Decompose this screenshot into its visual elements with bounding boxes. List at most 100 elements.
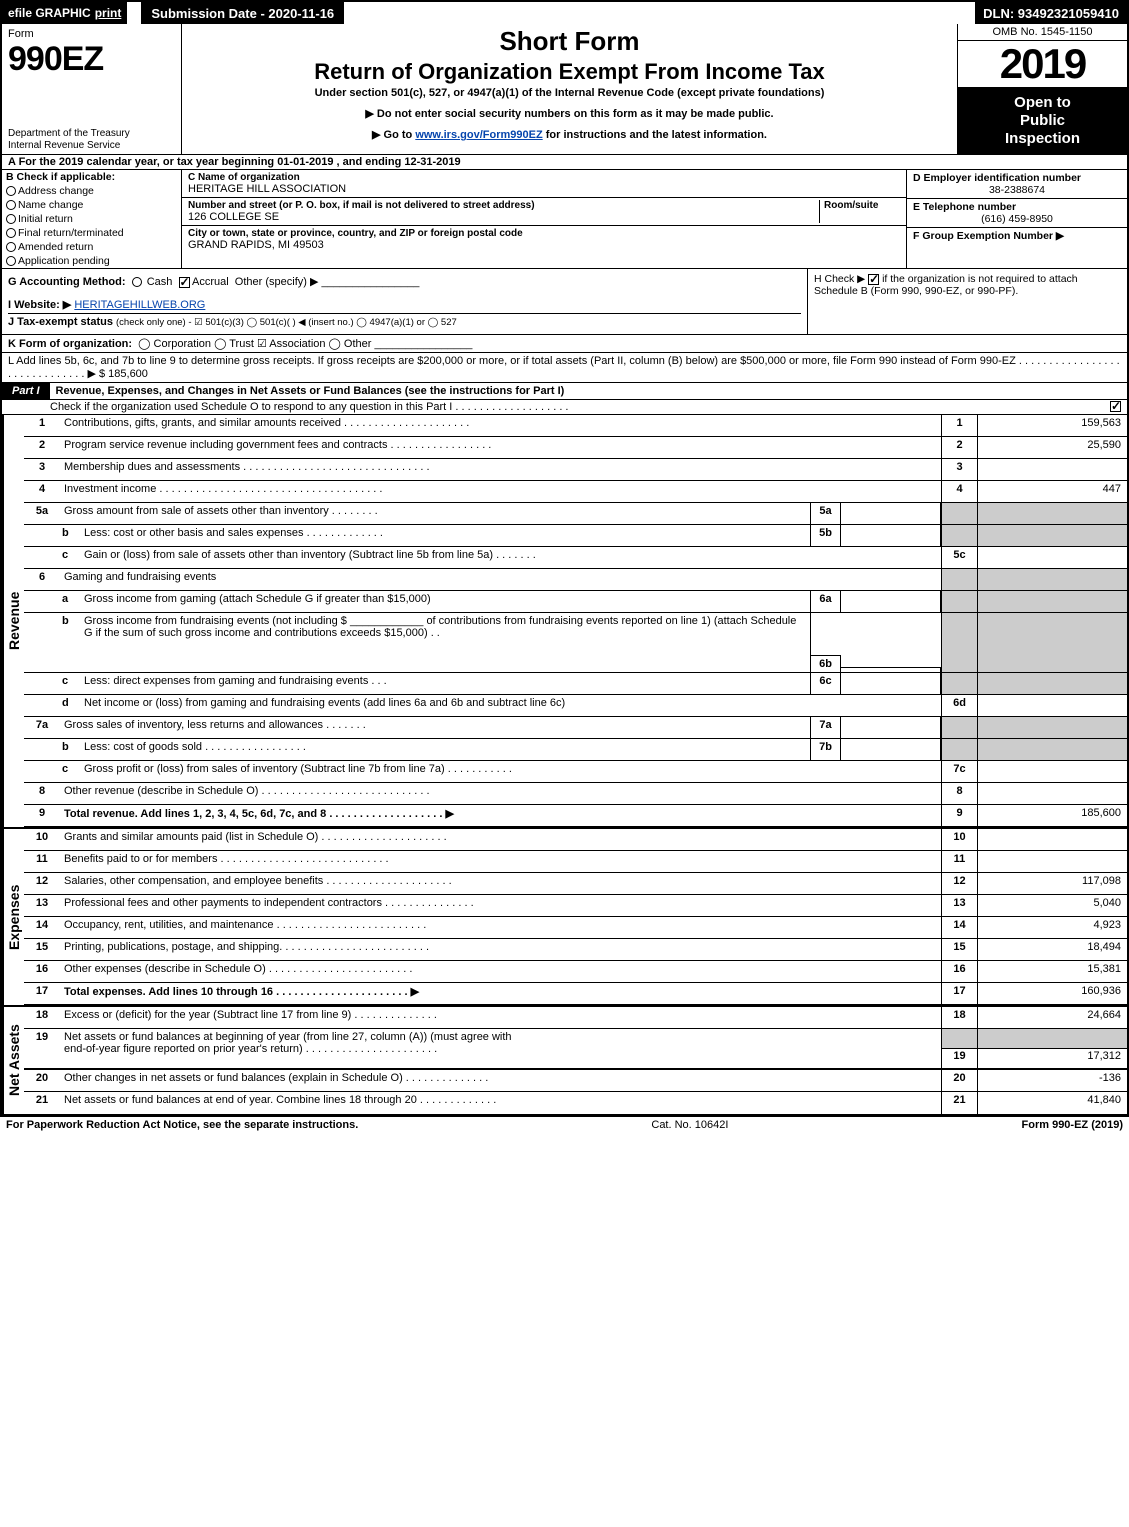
h-checkbox[interactable] [868, 274, 879, 285]
print-link[interactable]: print [95, 6, 122, 20]
line-8: 8 Other revenue (describe in Schedule O)… [24, 783, 1127, 805]
line-16: 16 Other expenses (describe in Schedule … [24, 961, 1127, 983]
g-accrual-check[interactable] [179, 277, 190, 288]
netassets-section: Net Assets 18 Excess or (deficit) for th… [2, 1005, 1127, 1114]
k-opts: ◯ Corporation ◯ Trust ☑ Association ◯ Ot… [138, 338, 371, 350]
row-a: A For the 2019 calendar year, or tax yea… [2, 155, 1127, 170]
line-14: 14 Occupancy, rent, utilities, and maint… [24, 917, 1127, 939]
top-spacer [344, 2, 975, 24]
g-accounting: G Accounting Method: Cash Accrual Other … [8, 275, 801, 288]
line-12: 12 Salaries, other compensation, and emp… [24, 873, 1127, 895]
org-street: 126 COLLEGE SE [188, 211, 815, 223]
header-left: Form 990EZ Department of the Treasury In… [2, 24, 182, 154]
d-ein: D Employer identification number 38-2388… [907, 170, 1127, 199]
form-number: 990EZ [8, 40, 175, 79]
tax-year: 2019 [958, 41, 1127, 88]
return-title: Return of Organization Exempt From Incom… [192, 59, 947, 85]
netassets-side-label: Net Assets [2, 1007, 24, 1114]
c-city-label: City or town, state or province, country… [188, 228, 900, 239]
b-opt-amended[interactable]: Amended return [2, 240, 181, 254]
open-to-public: Open to Public Inspection [958, 88, 1127, 154]
col-b: B Check if applicable: Address change Na… [2, 170, 182, 268]
expenses-side-label: Expenses [2, 829, 24, 1005]
submission-date: Submission Date - 2020-11-16 [141, 2, 344, 24]
row-gh: G Accounting Method: Cash Accrual Other … [2, 269, 1127, 335]
g-cash-radio[interactable] [132, 277, 142, 287]
line-6d: d Net income or (loss) from gaming and f… [24, 695, 1127, 717]
subtitle3: ▶ Go to www.irs.gov/Form990EZ for instru… [192, 128, 947, 141]
g-label: G Accounting Method: [8, 276, 126, 288]
b-opt-initial[interactable]: Initial return [2, 212, 181, 226]
line-1: 1 Contributions, gifts, grants, and simi… [24, 415, 1127, 437]
i-website: I Website: ▶ HERITAGEHILLWEB.ORG [8, 298, 801, 311]
org-city: GRAND RAPIDS, MI 49503 [188, 239, 900, 251]
subtitle: Under section 501(c), 527, or 4947(a)(1)… [192, 87, 947, 99]
b-opt-pending[interactable]: Application pending [2, 254, 181, 268]
d-group: F Group Exemption Number ▶ [907, 228, 1127, 256]
line-20: 20 Other changes in net assets or fund b… [24, 1070, 1127, 1092]
h-pre: H Check ▶ [814, 273, 868, 285]
line-6c: c Less: direct expenses from gaming and … [24, 673, 1127, 695]
b-title: B Check if applicable: [2, 170, 181, 184]
i-label: I Website: ▶ [8, 299, 71, 311]
footer-right: Form 990-EZ (2019) [1022, 1119, 1123, 1131]
dln-label: DLN: 93492321059410 [975, 2, 1127, 24]
c-street-label: Number and street (or P. O. box, if mail… [188, 200, 815, 211]
website-link[interactable]: HERITAGEHILLWEB.ORG [74, 299, 205, 311]
col-d: D Employer identification number 38-2388… [907, 170, 1127, 268]
d-ein-label: D Employer identification number [913, 172, 1121, 184]
subtitle2: ▶ Do not enter social security numbers o… [192, 107, 947, 120]
open3: Inspection [958, 130, 1127, 148]
line-13: 13 Professional fees and other payments … [24, 895, 1127, 917]
b-opt-final[interactable]: Final return/terminated [2, 226, 181, 240]
open1: Open to [958, 94, 1127, 112]
c-city: City or town, state or province, country… [182, 226, 906, 254]
col-c: C Name of organization HERITAGE HILL ASS… [182, 170, 907, 268]
c-street: Number and street (or P. O. box, if mail… [182, 198, 906, 226]
b-opt-name[interactable]: Name change [2, 198, 181, 212]
footer-left: For Paperwork Reduction Act Notice, see … [6, 1119, 358, 1131]
footer-mid: Cat. No. 10642I [651, 1119, 728, 1131]
line-5a: 5a Gross amount from sale of assets othe… [24, 503, 1127, 525]
row-l: L Add lines 5b, 6c, and 7b to line 9 to … [2, 353, 1127, 383]
line-5b: b Less: cost or other basis and sales ex… [24, 525, 1127, 547]
subtitle3-post: for instructions and the latest informat… [543, 129, 767, 141]
meta-grid: B Check if applicable: Address change Na… [2, 170, 1127, 269]
revenue-section: Revenue 1 Contributions, gifts, grants, … [2, 415, 1127, 827]
short-form-title: Short Form [192, 26, 947, 57]
line-5c: c Gain or (loss) from sale of assets oth… [24, 547, 1127, 569]
expenses-section: Expenses 10 Grants and similar amounts p… [2, 827, 1127, 1005]
b-opt-address[interactable]: Address change [2, 184, 181, 198]
expenses-lines: 10 Grants and similar amounts paid (list… [24, 829, 1127, 1005]
line-7c: c Gross profit or (loss) from sales of i… [24, 761, 1127, 783]
line-4: 4 Investment income . . . . . . . . . . … [24, 481, 1127, 503]
line-7b: b Less: cost of goods sold . . . . . . .… [24, 739, 1127, 761]
line-18: 18 Excess or (deficit) for the year (Sub… [24, 1007, 1127, 1029]
sched-o-check[interactable] [1110, 401, 1121, 412]
phone-value: (616) 459-8950 [913, 213, 1121, 225]
subtitle3-pre: ▶ Go to [372, 129, 415, 141]
d-phone: E Telephone number (616) 459-8950 [907, 199, 1127, 228]
open2: Public [958, 112, 1127, 130]
irs-link[interactable]: www.irs.gov/Form990EZ [415, 129, 542, 141]
line-9: 9 Total revenue. Add lines 1, 2, 3, 4, 5… [24, 805, 1127, 827]
line-17: 17 Total expenses. Add lines 10 through … [24, 983, 1127, 1005]
line-7a: 7a Gross sales of inventory, less return… [24, 717, 1127, 739]
k-label: K Form of organization: [8, 338, 132, 350]
omb-number: OMB No. 1545-1150 [958, 24, 1127, 41]
l-text: L Add lines 5b, 6c, and 7b to line 9 to … [8, 355, 1120, 380]
form-word: Form [8, 28, 175, 40]
l-amount: 185,600 [108, 368, 148, 380]
line-15: 15 Printing, publications, postage, and … [24, 939, 1127, 961]
line-19b: 19 17,312 [24, 1048, 1127, 1070]
line-2: 2 Program service revenue including gove… [24, 437, 1127, 459]
row-k: K Form of organization: ◯ Corporation ◯ … [2, 335, 1127, 353]
room-label: Room/suite [824, 200, 900, 211]
part1-label: Part I [2, 383, 50, 399]
revenue-lines: 1 Contributions, gifts, grants, and simi… [24, 415, 1127, 827]
org-name: HERITAGE HILL ASSOCIATION [188, 183, 900, 195]
dept-line2: Internal Revenue Service [8, 140, 175, 152]
line-10: 10 Grants and similar amounts paid (list… [24, 829, 1127, 851]
sched-o-text: Check if the organization used Schedule … [50, 401, 569, 413]
line-6: 6 Gaming and fundraising events [24, 569, 1127, 591]
